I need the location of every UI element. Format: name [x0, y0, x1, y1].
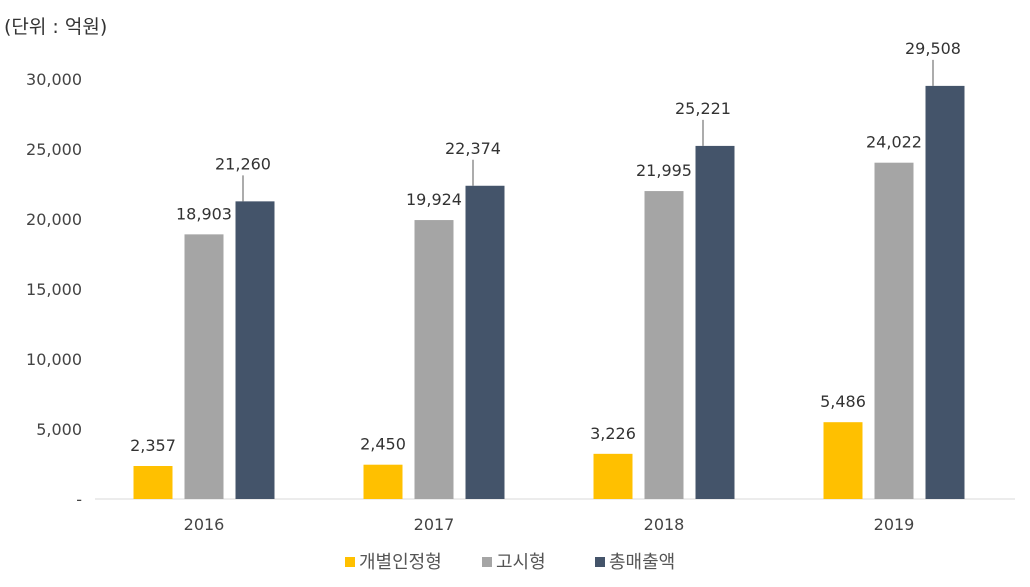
- bar-개별인정형-2018: [593, 453, 633, 499]
- data-label: 25,221: [675, 99, 731, 118]
- legend: 개별인정형 고시형 총매출액: [345, 552, 675, 573]
- x-tick-label: 2017: [414, 515, 455, 534]
- bar-고시형-2018: [644, 191, 684, 499]
- bar-총매출액-2019: [925, 85, 965, 499]
- bars-group: 2,357 18,903 21,260 2,450 19,924 22,374 3,226 2…: [130, 39, 965, 500]
- data-label: 29,508: [905, 39, 961, 58]
- x-tick-label: 2016: [184, 515, 225, 534]
- y-tick-label: 5,000: [36, 420, 82, 439]
- bar-고시형-2019: [874, 162, 914, 499]
- x-tick-label: 2018: [644, 515, 685, 534]
- data-label: 3,226: [590, 424, 636, 443]
- y-axis: - 5,000 10,000 15,000 20,000 25,000 30,000: [26, 70, 82, 509]
- y-tick-label: 30,000: [26, 70, 82, 89]
- data-label: 24,022: [866, 133, 922, 152]
- data-label: 21,260: [215, 154, 271, 173]
- legend-swatch: [345, 557, 355, 567]
- data-label: 2,450: [360, 435, 406, 454]
- y-tick-label: 20,000: [26, 210, 82, 229]
- legend-label: 총매출액: [609, 552, 675, 573]
- data-label: 18,903: [176, 204, 232, 223]
- legend-label: 개별인정형: [359, 552, 442, 573]
- legend-label: 고시형: [496, 552, 546, 573]
- y-tick-label: 25,000: [26, 140, 82, 159]
- data-label: 2,357: [130, 436, 176, 455]
- bar-개별인정형-2019: [823, 422, 863, 499]
- legend-swatch: [482, 557, 492, 567]
- data-label: 21,995: [636, 161, 692, 180]
- y-tick-label: 10,000: [26, 350, 82, 369]
- legend-swatch: [595, 557, 605, 567]
- bar-개별인정형-2017: [363, 464, 403, 499]
- bar-개별인정형-2016: [133, 466, 173, 499]
- data-label: 22,374: [445, 139, 501, 158]
- data-label: 5,486: [820, 392, 866, 411]
- bar-총매출액-2018: [695, 145, 735, 499]
- x-tick-label: 2019: [874, 515, 915, 534]
- bar-고시형-2017: [414, 220, 454, 499]
- bar-총매출액-2017: [465, 185, 505, 499]
- bar-총매출액-2016: [235, 201, 275, 500]
- x-axis-labels: 2016 2017 2018 2019: [184, 515, 915, 534]
- y-tick-label: 15,000: [26, 280, 82, 299]
- bar-고시형-2016: [184, 234, 224, 499]
- unit-label: (단위 : 억원): [4, 16, 107, 38]
- data-label: 19,924: [406, 190, 462, 209]
- y-tick-label: -: [76, 490, 82, 509]
